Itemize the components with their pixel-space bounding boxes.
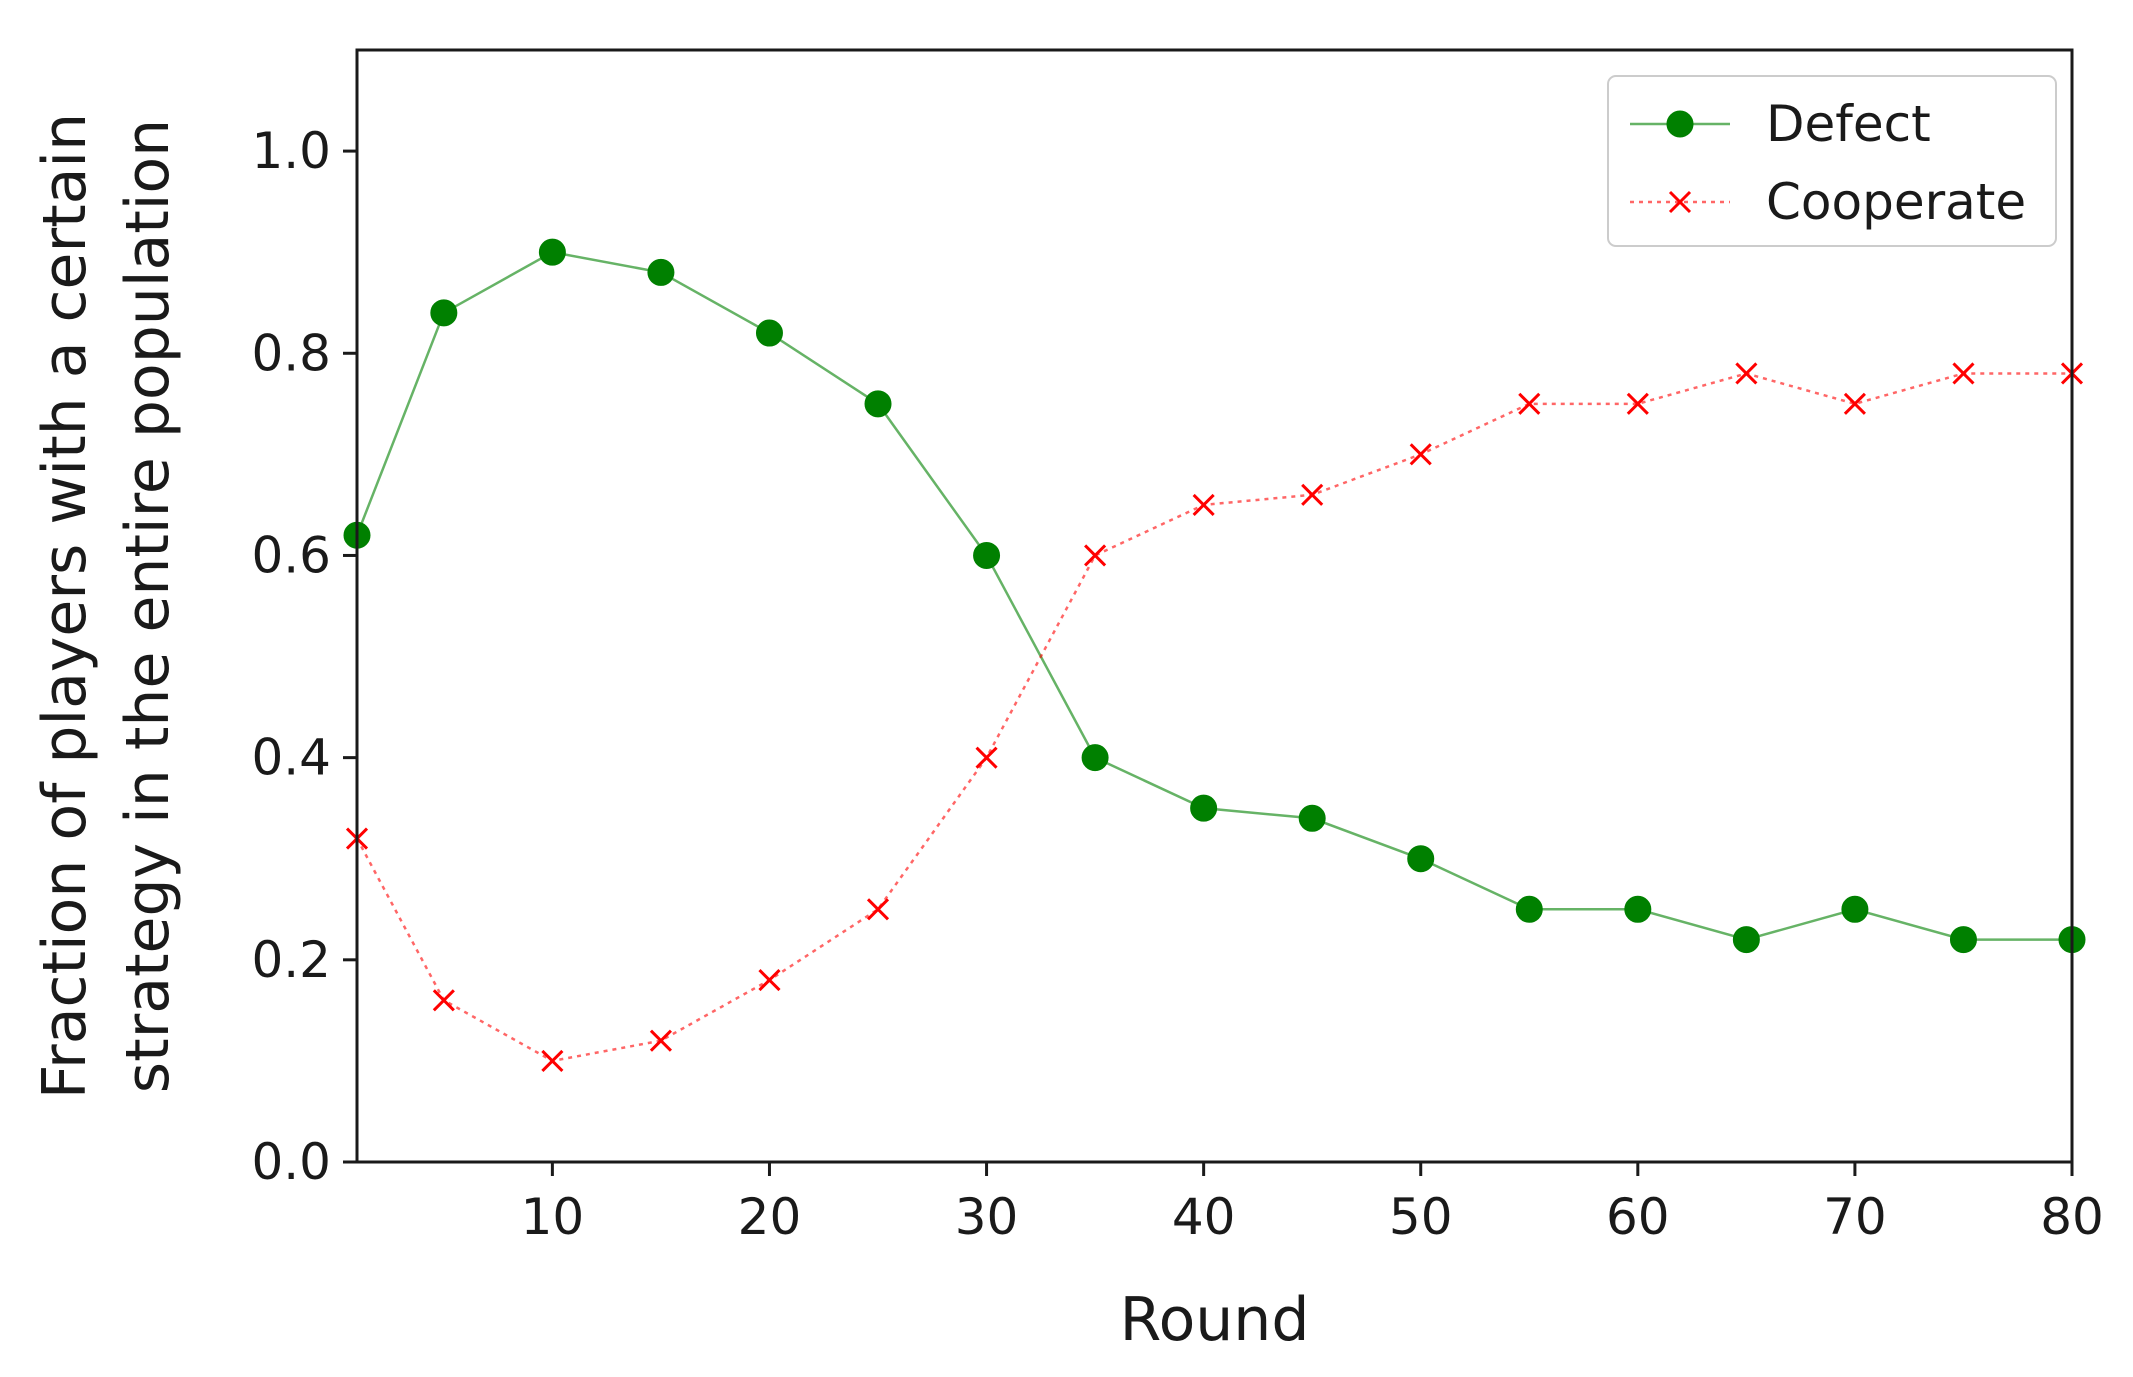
data-point — [538, 238, 566, 266]
x-tick-label: 60 — [1606, 1188, 1670, 1246]
y-axis-title: Fraction of players with a certain strate… — [30, 113, 183, 1099]
x-tick-label: 10 — [521, 1188, 585, 1246]
data-point — [647, 258, 675, 286]
data-point — [1666, 110, 1694, 138]
x-tick-label: 30 — [955, 1188, 1019, 1246]
data-point — [1084, 544, 1107, 567]
data-point — [1626, 392, 1649, 415]
x-tick-label: 50 — [1389, 1188, 1453, 1246]
legend: Defect Cooperate — [1607, 75, 2057, 247]
data-point — [864, 390, 892, 418]
data-point — [1732, 926, 1760, 954]
marker-stroke — [1518, 392, 1541, 415]
series-defect — [343, 238, 2086, 954]
legend-item-defect: Defect — [1630, 95, 1931, 153]
marker-stroke — [1084, 544, 1107, 567]
x-tick-label: 40 — [1172, 1188, 1236, 1246]
x-tick-label: 20 — [738, 1188, 802, 1246]
series-line — [355, 250, 2072, 941]
y-tick-label: 1.0 — [251, 122, 331, 180]
data-point — [1515, 895, 1543, 923]
plot-frame — [355, 48, 2074, 1164]
y-tick-label: 0.2 — [251, 931, 331, 989]
y-axis-title-line: strategy in the entire population — [113, 119, 183, 1093]
marker-stroke — [541, 1049, 564, 1072]
data-point — [1668, 190, 1692, 214]
x-tick-label: 70 — [1823, 1188, 1887, 1246]
data-point — [430, 299, 458, 327]
data-point — [1298, 804, 1326, 832]
data-point — [973, 541, 1001, 569]
series-line — [355, 372, 2072, 1063]
marker-stroke — [432, 989, 455, 1012]
marker-stroke — [1668, 190, 1692, 214]
y-axis-title-line: Fraction of players with a certain — [30, 113, 100, 1099]
marker-stroke — [975, 746, 998, 769]
marker-stroke — [1952, 362, 1975, 385]
y-axis-ticks: 0.0 0.2 0.4 0.6 0.8 1.0 — [251, 122, 357, 1191]
data-point — [1081, 744, 1109, 772]
data-point — [1735, 362, 1758, 385]
data-point — [1518, 392, 1541, 415]
data-point — [1624, 895, 1652, 923]
y-tick-label: 0.0 — [251, 1133, 331, 1191]
data-point — [755, 319, 783, 347]
data-point — [1949, 926, 1977, 954]
data-point — [758, 968, 781, 992]
legend-label: Cooperate — [1766, 173, 2026, 231]
marker-stroke — [649, 1029, 672, 1052]
legend-label: Defect — [1766, 95, 1931, 153]
data-point — [1952, 362, 1975, 385]
x-axis-ticks: 10 20 30 40 50 60 70 80 — [521, 1162, 2104, 1246]
marker-stroke — [1301, 483, 1324, 506]
data-point — [975, 746, 998, 769]
y-tick-label: 0.8 — [251, 324, 331, 382]
legend-box — [1607, 75, 2057, 247]
data-point — [649, 1029, 672, 1052]
data-point — [1409, 443, 1432, 466]
marker-stroke — [866, 898, 890, 921]
marker-stroke — [1735, 362, 1758, 385]
x-axis-title: Round — [1120, 1285, 1310, 1355]
series-cooperate — [345, 362, 2084, 1072]
data-point — [866, 898, 890, 921]
data-point — [1190, 794, 1218, 822]
data-point — [1841, 895, 1869, 923]
y-tick-label: 0.4 — [251, 729, 331, 787]
marker-stroke — [1843, 392, 1866, 415]
y-tick-label: 0.6 — [251, 526, 331, 584]
data-point — [1301, 483, 1324, 506]
legend-item-cooperate: Cooperate — [1630, 173, 2026, 231]
data-point — [432, 989, 455, 1012]
data-point — [1407, 845, 1435, 873]
marker-stroke — [1192, 493, 1215, 516]
data-point — [541, 1049, 564, 1072]
data-point — [1843, 392, 1866, 415]
marker-stroke — [758, 968, 781, 992]
x-tick-label: 80 — [2040, 1188, 2104, 1246]
marker-stroke — [1409, 443, 1432, 466]
series-layer — [343, 238, 2086, 1072]
marker-stroke — [1626, 392, 1649, 415]
data-point — [1192, 493, 1215, 516]
